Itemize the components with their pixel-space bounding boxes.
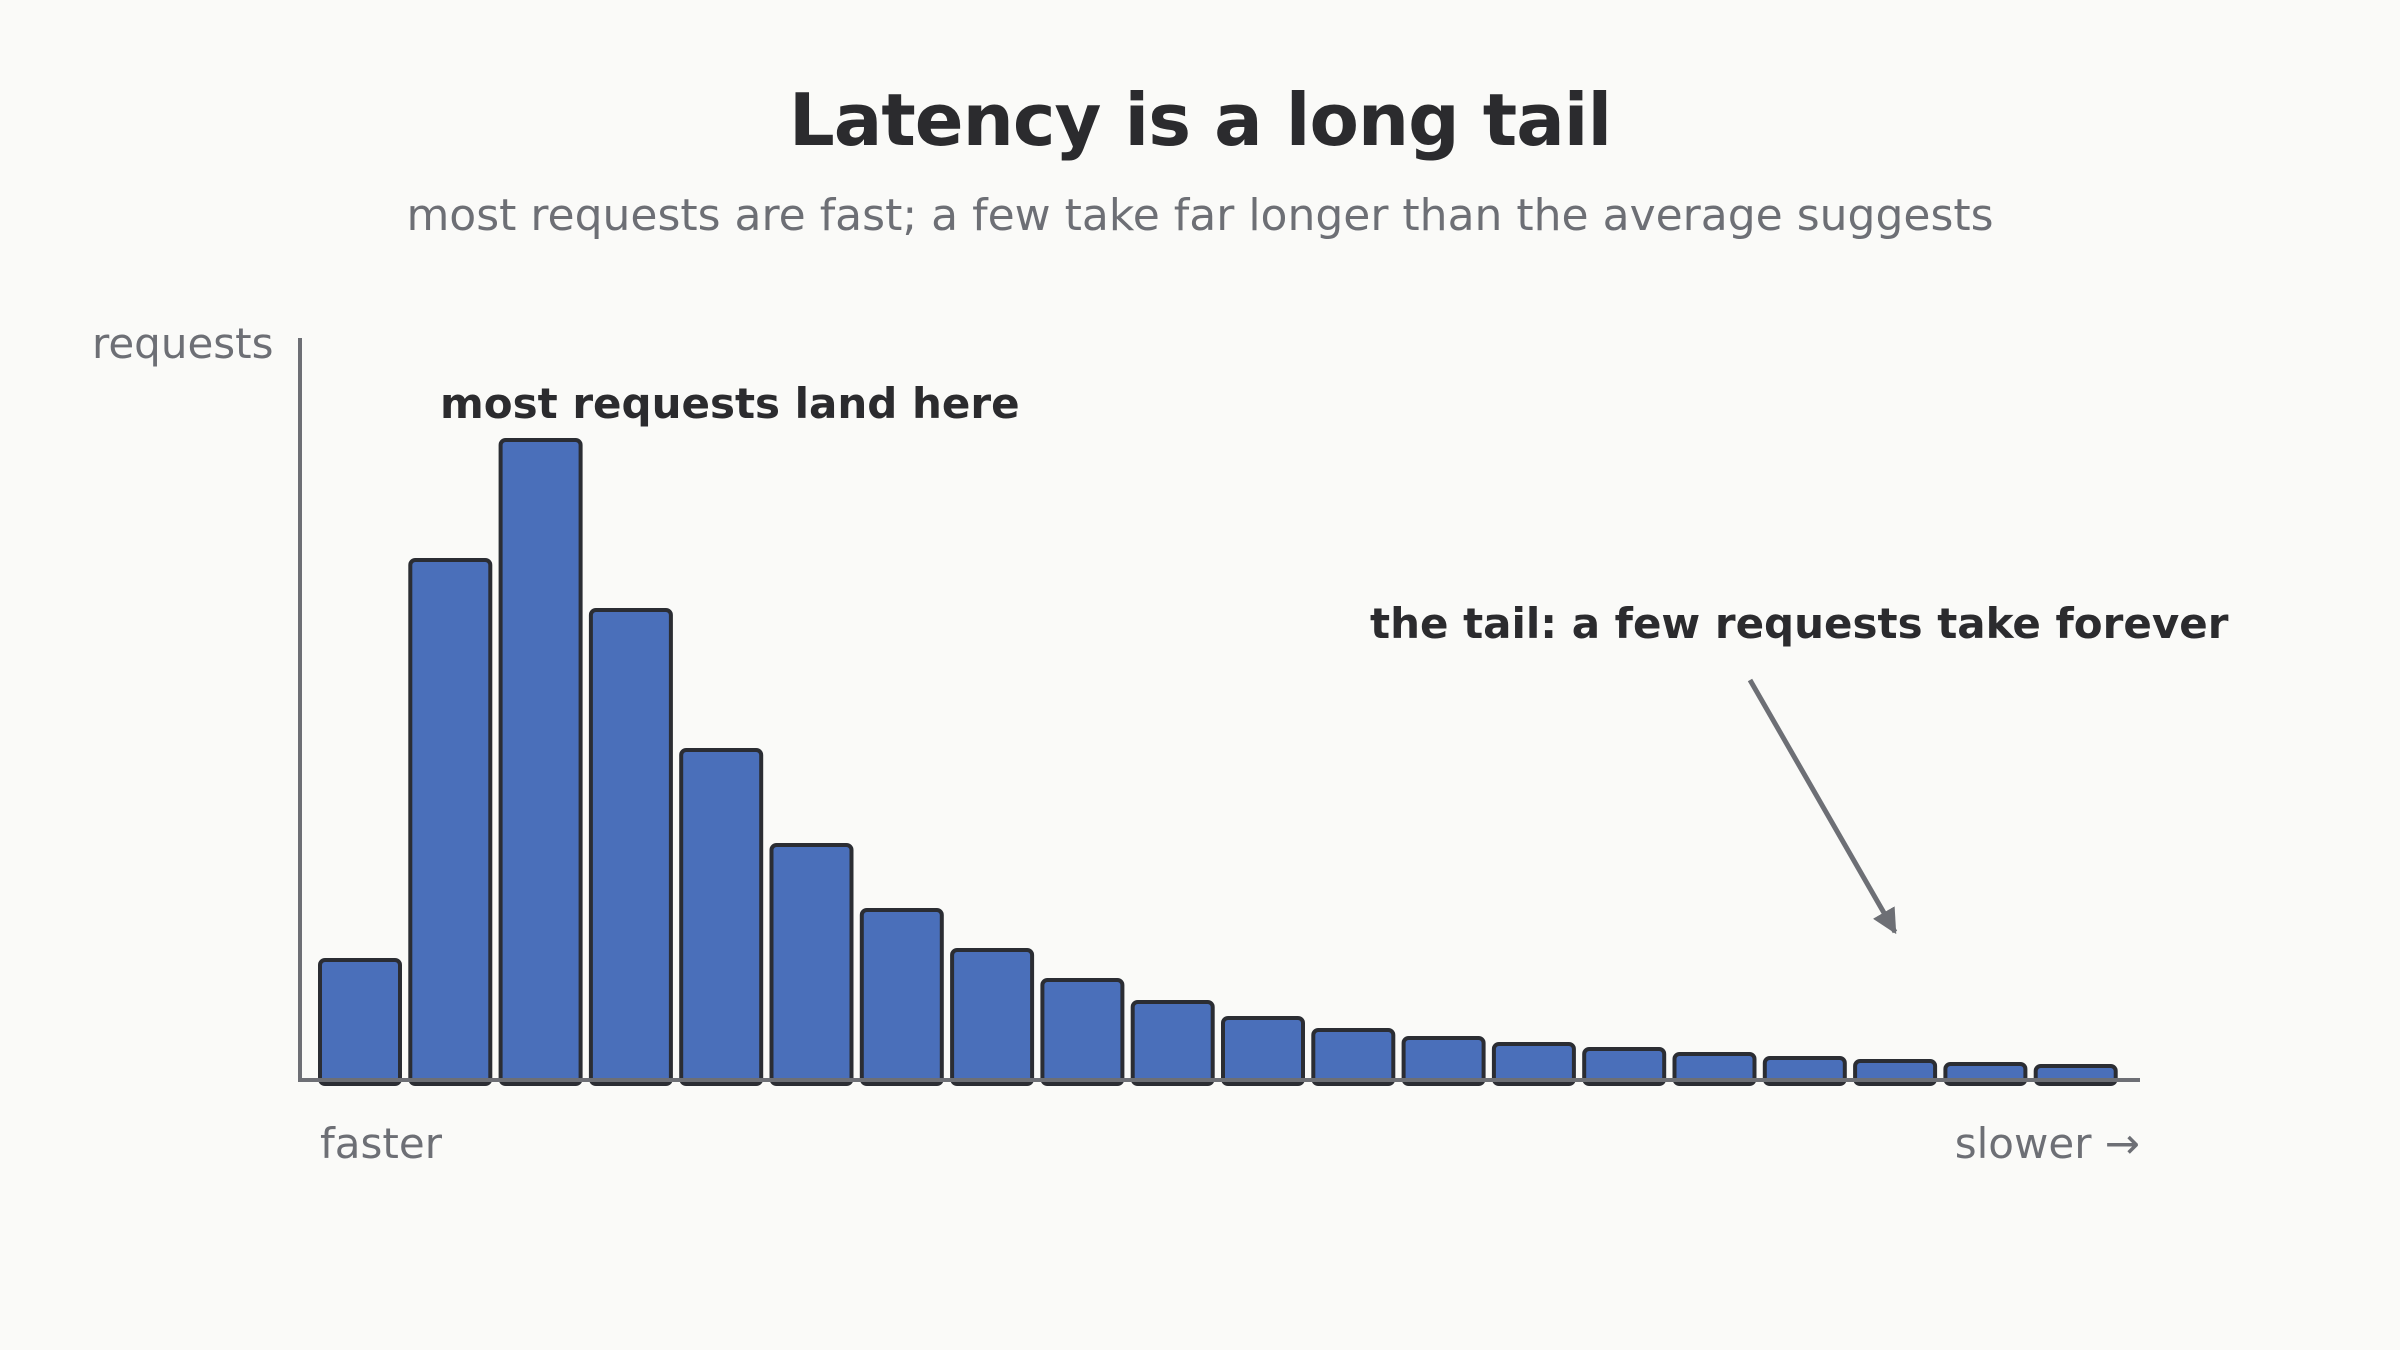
bar-13 [1401, 1036, 1486, 1086]
annotation-peak: most requests land here [440, 379, 1020, 428]
bar-10 [1130, 1000, 1215, 1086]
bar-15 [1582, 1047, 1667, 1086]
chart-subtitle: most requests are fast; a few take far l… [406, 190, 1994, 241]
bars-group [318, 438, 2118, 1086]
bar-7 [859, 908, 944, 1086]
bar-16 [1672, 1052, 1757, 1086]
bar-6 [769, 843, 854, 1086]
bar-11 [1221, 1016, 1305, 1086]
bar-1 [318, 958, 402, 1086]
bar-4 [588, 608, 673, 1086]
y-axis-label: requests [92, 319, 274, 368]
x-axis-left-label: faster [320, 1119, 443, 1168]
annotation-tail: the tail: a few requests take forever [1370, 599, 2229, 648]
bar-17 [1762, 1056, 1847, 1086]
bar-9 [1040, 978, 1125, 1086]
bar-5 [679, 748, 764, 1086]
bar-12 [1311, 1028, 1396, 1086]
bar-14 [1491, 1042, 1576, 1086]
bar-3 [498, 438, 583, 1086]
bar-8 [950, 948, 1035, 1086]
bar-2 [408, 558, 493, 1086]
x-axis-right-label: slower → [1955, 1119, 2140, 1168]
chart-title: Latency is a long tail [788, 78, 1612, 162]
tail-arrow [1747, 678, 1898, 935]
